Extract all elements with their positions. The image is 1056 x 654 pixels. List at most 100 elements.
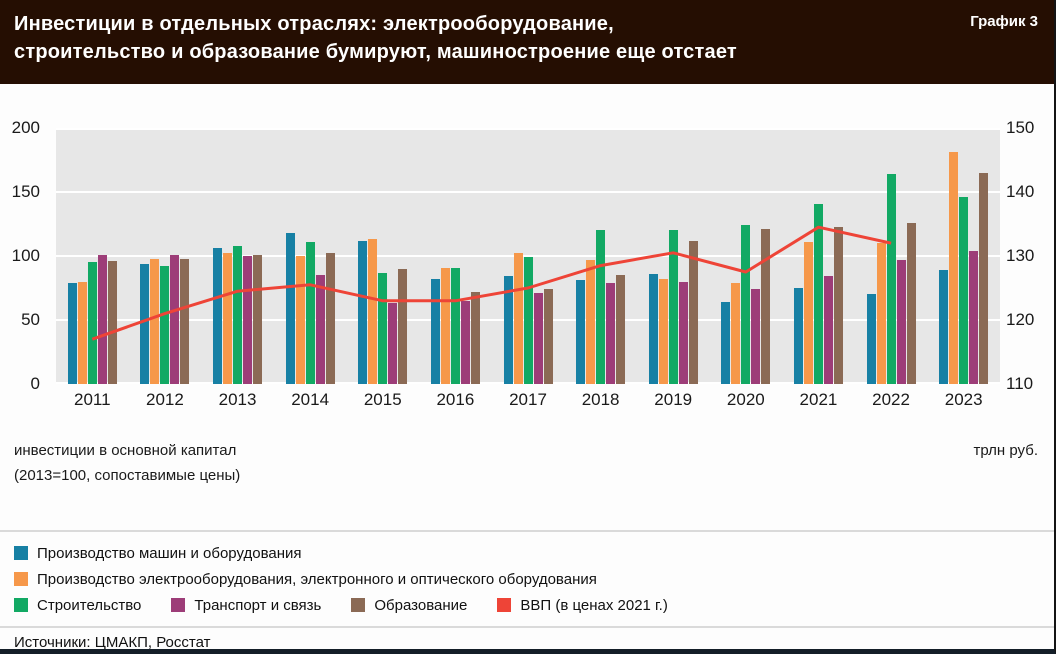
right-axis-labels: 110 120 130 140 150 — [1006, 118, 1054, 393]
plot-area — [56, 128, 1000, 384]
legend-item: Производство электрооборудования, электр… — [14, 571, 597, 588]
legend-row: Производство электрооборудования, электр… — [14, 566, 1040, 592]
bar — [823, 276, 833, 384]
bar — [606, 282, 616, 384]
bar — [253, 254, 263, 384]
legend-label: Производство машин и оборудования — [37, 544, 302, 562]
bar — [77, 281, 87, 384]
axis-note-line2: (2013=100, сопоставимые цены) — [14, 467, 241, 484]
bar — [906, 222, 916, 384]
axis-tick-label: 150 — [1006, 118, 1035, 137]
bar — [616, 275, 626, 384]
bar — [761, 229, 771, 384]
bar — [233, 245, 243, 384]
bar — [688, 240, 698, 384]
bar — [180, 258, 190, 384]
axis-tick-label: 140 — [1006, 182, 1035, 201]
legend-item: Строительство — [14, 597, 141, 614]
legend-swatch — [14, 546, 28, 560]
sources-note: Источники: ЦМАКП, Росстат — [14, 634, 211, 651]
axis-tick-label: 110 — [1006, 374, 1034, 393]
bar — [460, 300, 470, 384]
year-label: 2020 — [726, 390, 765, 409]
year-label: 2016 — [436, 390, 475, 409]
gridline — [56, 191, 1000, 193]
bar — [731, 282, 741, 384]
bar — [886, 174, 896, 384]
year-label: 2019 — [654, 390, 693, 409]
legend-item: ВВП (в ценах 2021 г.) — [497, 597, 668, 614]
bar — [160, 266, 170, 384]
bar — [213, 248, 223, 384]
left-axis-labels: 0 50 100 150 200 — [0, 118, 48, 393]
chart-title: Инвестиции в отдельных отраслях: электро… — [14, 10, 737, 66]
bar — [533, 293, 543, 384]
year-label: 2023 — [944, 390, 983, 409]
year-label: 2018 — [581, 390, 620, 409]
legend-item: Транспорт и связь — [171, 597, 321, 614]
bar — [378, 272, 388, 384]
bar — [398, 268, 408, 384]
axis-tick-label: 0 — [30, 374, 40, 393]
axis-tick-label: 200 — [11, 118, 40, 137]
axis-tick-label: 130 — [1006, 246, 1035, 265]
bar — [866, 294, 876, 384]
right-axis-unit: трлн руб. — [973, 442, 1038, 459]
legend-row: Производство машин и оборудования — [14, 540, 1040, 566]
legend: Производство машин и оборудования Произво… — [0, 532, 1054, 626]
year-label: 2021 — [799, 390, 838, 409]
bar — [803, 241, 813, 384]
bar — [295, 256, 305, 384]
legend-swatch — [351, 598, 366, 612]
bar — [833, 226, 843, 384]
year-label: 2022 — [872, 390, 910, 409]
year-label: 2015 — [363, 390, 402, 409]
gridline — [56, 128, 1000, 130]
bar — [358, 240, 368, 384]
bar — [450, 267, 460, 384]
divider-above-sources — [0, 626, 1054, 628]
legend-item: Образование — [351, 597, 467, 614]
bar — [315, 275, 325, 384]
bar — [658, 279, 668, 384]
legend-swatch — [497, 598, 512, 612]
bar — [586, 259, 596, 384]
bar — [430, 279, 440, 384]
bar — [388, 303, 398, 384]
axis-tick-label: 120 — [1006, 310, 1035, 329]
legend-item: Производство машин и оборудования — [14, 545, 302, 562]
axis-tick-label: 50 — [21, 310, 40, 329]
bar — [223, 253, 233, 384]
bar — [285, 232, 295, 384]
bar — [596, 230, 606, 384]
bar — [959, 197, 969, 384]
axis-captions: инвестиции в основной капитал (2013=100,… — [0, 422, 1054, 488]
bar — [721, 302, 731, 384]
legend-label: Транспорт и связь — [194, 596, 322, 614]
axis-note-line1: инвестиции в основной капитал — [14, 442, 237, 459]
bar — [67, 282, 77, 384]
legend-label: ВВП (в ценах 2021 г.) — [520, 596, 668, 614]
bar — [813, 203, 823, 384]
legend-label: Образование — [374, 596, 468, 614]
bar — [896, 259, 906, 384]
bar — [969, 250, 979, 384]
bar — [513, 253, 523, 384]
legend-label: Производство электрооборудования, электр… — [37, 570, 597, 588]
left-axis-note: инвестиции в основной капитал (2013=100,… — [14, 438, 240, 488]
bar — [949, 152, 959, 384]
bar — [523, 257, 533, 384]
bar — [979, 172, 989, 384]
bar — [97, 254, 107, 384]
year-label: 2013 — [218, 390, 257, 409]
bar — [876, 243, 886, 384]
bar — [87, 262, 97, 384]
bar — [470, 291, 480, 384]
bar — [305, 241, 315, 384]
bar — [751, 289, 761, 384]
bar — [150, 258, 160, 384]
bar — [325, 253, 335, 384]
chart-number-label: График 3 — [970, 13, 1038, 30]
bar — [576, 280, 586, 384]
